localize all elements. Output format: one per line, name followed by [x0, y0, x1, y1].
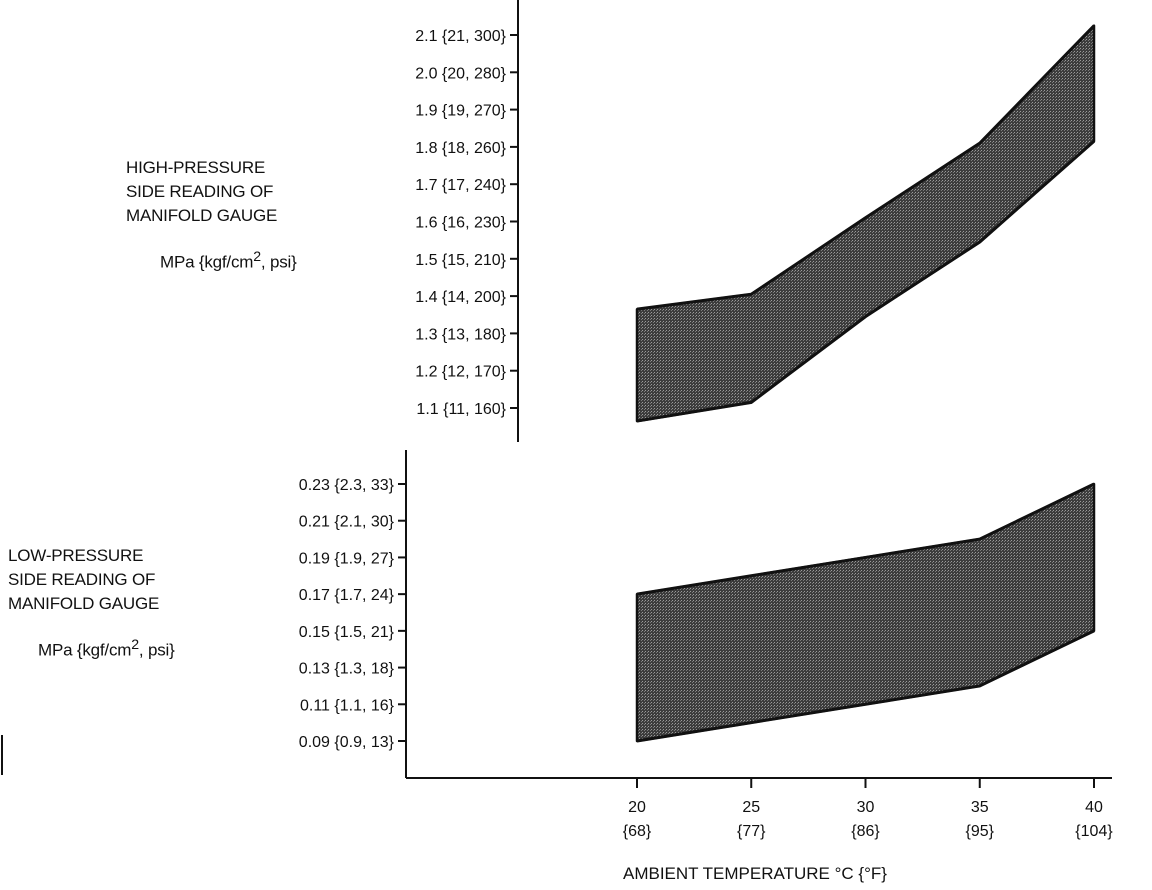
- low-pressure-upper-line: [636, 482, 1095, 596]
- y-tick-label: 1.6 {16, 230}: [415, 215, 506, 232]
- y-tick-label: 1.4 {14, 200}: [415, 289, 506, 306]
- hp-label-line-1: HIGH-PRESSURE: [126, 158, 266, 177]
- lp-unit-label: MPa {kgf/cm2, psi}: [38, 633, 175, 663]
- y-tick-label: 1.2 {12, 170}: [415, 364, 506, 381]
- y-tick-label: 2.0 {20, 280}: [415, 65, 506, 82]
- hp-unit-prefix: MPa {kgf/cm: [160, 252, 254, 272]
- x-tick-label-f: {77}: [737, 823, 766, 840]
- y-tick-label: 0.21 {2.1, 30}: [299, 514, 395, 531]
- x-tick-label-f: {95}: [966, 823, 995, 840]
- y-tick-label: 1.3 {13, 180}: [415, 326, 506, 343]
- y-tick-label: 0.09 {0.9, 13}: [299, 734, 395, 751]
- y-tick-label: 2.1 {21, 300}: [415, 28, 506, 45]
- y-tick-label: 0.13 {1.3, 18}: [299, 661, 395, 678]
- y-tick-label: 1.9 {19, 270}: [415, 103, 506, 120]
- x-axis: 20 {68} 25 {77} 30 {86} 35 {95} 40 {104}: [406, 777, 1113, 840]
- x-tick-label-f: {86}: [851, 823, 880, 840]
- lp-label-line-1: LOW-PRESSURE: [8, 546, 144, 565]
- y-tick-label: 0.15 {1.5, 21}: [299, 624, 395, 641]
- lp-label-line-3: MANIFOLD GAUGE: [8, 594, 160, 613]
- x-tick-label-c: 20: [628, 799, 646, 816]
- high-pressure-panel: 1.1 {11, 160} 1.2 {12, 170} 1.3 {13, 180} 1…: [415, 0, 1096, 442]
- low-pressure-range-band: [635, 482, 1096, 743]
- low-pressure-lower-line: [636, 629, 1095, 743]
- hp-unit-sup: 2: [253, 249, 261, 265]
- y-tick-label: 0.19 {1.9, 27}: [299, 550, 395, 567]
- hp-unit-label: MPa {kgf/cm2, psi}: [160, 245, 297, 275]
- high-pressure-lower-line: [636, 140, 1095, 423]
- hp-unit-suffix: , psi}: [260, 252, 297, 272]
- y-tick-label: 1.1 {11, 160}: [416, 401, 506, 418]
- y-tick-label: 1.5 {15, 210}: [415, 252, 506, 269]
- y-tick-label: 0.11 {1.1, 16}: [300, 697, 395, 714]
- x-tick-label-c: 40: [1085, 799, 1103, 816]
- x-axis-label: AMBIENT TEMPERATURE °C {°F}: [623, 864, 887, 883]
- x-tick-label-c: 25: [742, 799, 760, 816]
- high-pressure-upper-line: [636, 24, 1096, 311]
- y-tick-label: 1.8 {18, 260}: [415, 140, 506, 157]
- x-tick-label-c: 30: [857, 799, 875, 816]
- lp-unit-sup: 2: [131, 637, 139, 653]
- high-pressure-range-band: [635, 24, 1096, 423]
- x-tick-label-c: 35: [971, 799, 989, 816]
- y-tick-label: 0.17 {1.7, 24}: [299, 587, 395, 604]
- low-pressure-panel: 0.09 {0.9, 13} 0.11 {1.1, 16} 0.13 {1.3, 1…: [299, 450, 1096, 778]
- x-tick-label-f: {104}: [1075, 823, 1113, 840]
- y-tick-label: 0.23 {2.3, 33}: [299, 477, 395, 494]
- hp-label-line-2: SIDE READING OF: [126, 182, 274, 201]
- y-tick-label: 1.7 {17, 240}: [415, 177, 506, 194]
- lp-unit-prefix: MPa {kgf/cm: [38, 640, 132, 660]
- hp-label-line-3: MANIFOLD GAUGE: [126, 206, 278, 225]
- low-pressure-axis-label: LOW-PRESSURE SIDE READING OF MANIFOLD GA…: [8, 544, 175, 663]
- lp-unit-suffix: , psi}: [138, 640, 175, 660]
- x-tick-label-f: {68}: [623, 823, 652, 840]
- high-pressure-axis-label: HIGH-PRESSURE SIDE READING OF MANIFOLD G…: [126, 156, 297, 275]
- lp-label-line-2: SIDE READING OF: [8, 570, 156, 589]
